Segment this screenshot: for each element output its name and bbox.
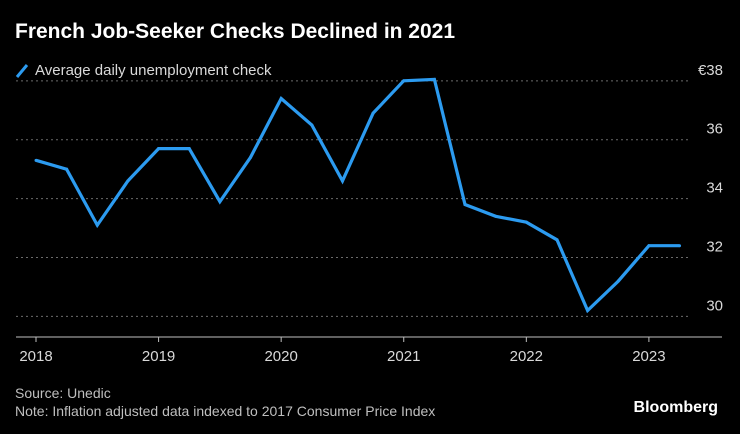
x-tick-label: 2020: [264, 348, 297, 365]
series-line: [35, 77, 680, 314]
legend: Average daily unemployment check: [15, 62, 272, 79]
data-point: [402, 79, 406, 83]
data-point: [279, 97, 283, 100]
data-point: [65, 167, 69, 171]
data-point: [157, 147, 161, 151]
y-tick-label: €38: [698, 62, 723, 79]
y-tick-label: 32: [706, 239, 723, 256]
x-tick-label: 2018: [19, 348, 52, 365]
brand-logo: Bloomberg: [633, 399, 718, 416]
legend-label: Average daily unemployment check: [35, 62, 272, 79]
data-point: [187, 147, 191, 151]
y-tick-label: 36: [706, 121, 723, 138]
data-point: [524, 220, 528, 224]
data-point: [678, 244, 682, 248]
data-point: [218, 200, 222, 204]
x-tick-label: 2019: [142, 348, 175, 365]
source-note: Source: Unedic: [15, 385, 111, 401]
data-point: [34, 158, 38, 162]
data-point: [95, 223, 99, 227]
data-point: [126, 179, 130, 183]
data-point: [432, 77, 436, 81]
x-tick-label: 2023: [632, 348, 665, 365]
data-point: [310, 123, 314, 127]
footer: Source: Unedic Note: Inflation adjusted …: [15, 384, 435, 420]
data-point: [463, 203, 467, 206]
data-point: [555, 238, 559, 242]
legend-line-icon: [15, 63, 29, 78]
data-point: [616, 279, 620, 283]
data-point: [249, 155, 253, 159]
data-point: [371, 111, 375, 115]
methodology-note: Note: Inflation adjusted data indexed to…: [15, 403, 436, 419]
data-point: [494, 214, 498, 218]
chart-title: French Job-Seeker Checks Declined in 202…: [15, 20, 456, 43]
data-point: [647, 244, 651, 248]
x-tick-label: 2021: [387, 348, 420, 365]
y-tick-label: 30: [706, 297, 723, 314]
x-tick-label: 2022: [510, 348, 543, 365]
y-tick-label: 34: [706, 180, 723, 197]
data-point: [340, 179, 344, 183]
data-point: [586, 309, 590, 312]
